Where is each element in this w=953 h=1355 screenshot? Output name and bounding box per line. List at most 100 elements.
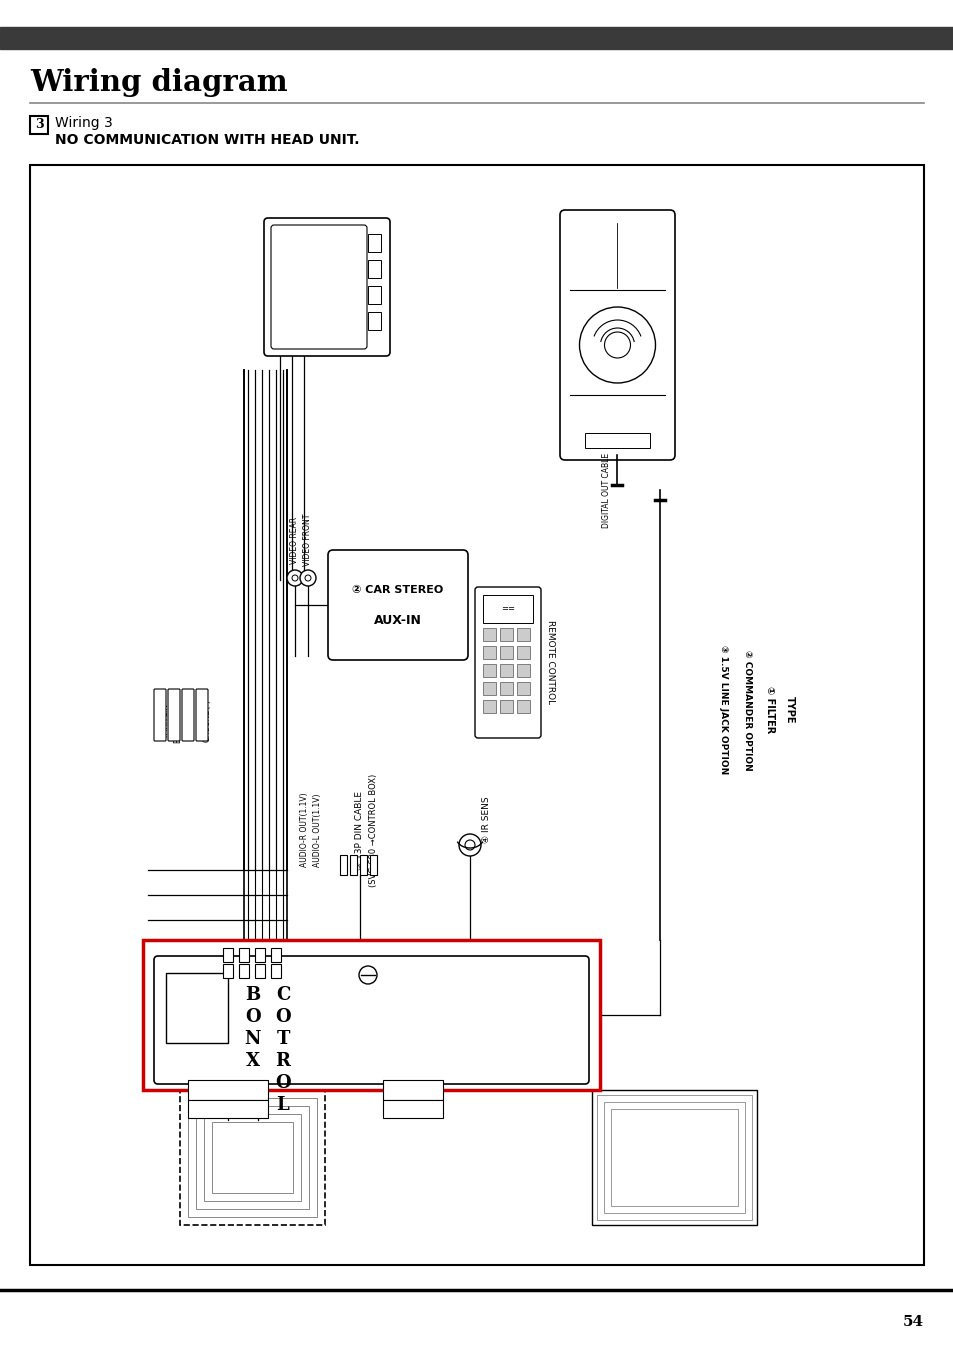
Bar [499, 682, 513, 695]
Bar [30, 117, 48, 134]
Bar [0, 27, 953, 49]
Circle shape [292, 575, 297, 581]
Text: T: T [276, 1030, 290, 1047]
Text: NO COMMUNICATION WITH HEAD UNIT.: NO COMMUNICATION WITH HEAD UNIT. [55, 133, 359, 146]
Bar [368, 234, 380, 252]
Text: Wiring 3: Wiring 3 [55, 117, 112, 130]
Text: L: L [276, 1096, 289, 1114]
Text: DIGITAL OUT CABLE: DIGITAL OUT CABLE [602, 453, 611, 527]
Text: ② COMMANDER OPTION: ② COMMANDER OPTION [742, 649, 752, 771]
Text: ③ 13P DIN CABLE: ③ 13P DIN CABLE [355, 790, 364, 870]
Bar [254, 948, 265, 962]
Bar [239, 948, 249, 962]
FancyBboxPatch shape [271, 225, 367, 350]
Text: 3: 3 [34, 118, 43, 131]
Bar [195, 1106, 309, 1209]
FancyBboxPatch shape [328, 550, 468, 660]
Bar [223, 963, 233, 978]
FancyBboxPatch shape [559, 210, 675, 459]
Text: BOX: BOX [203, 981, 213, 1004]
Circle shape [464, 840, 475, 850]
Bar [350, 855, 356, 875]
Circle shape [604, 332, 630, 358]
Bar [271, 963, 281, 978]
Bar [499, 627, 513, 641]
Text: N: N [245, 1030, 261, 1047]
Bar [597, 1095, 751, 1220]
Bar [370, 855, 376, 875]
Text: ④ IR SENS: ④ IR SENS [482, 797, 491, 843]
Bar [517, 664, 530, 678]
Text: O: O [274, 1008, 291, 1026]
Bar [212, 1122, 293, 1192]
Bar [482, 664, 496, 678]
Text: C: C [275, 986, 290, 1004]
Bar [592, 1089, 757, 1225]
Bar [204, 1114, 301, 1201]
FancyBboxPatch shape [168, 688, 180, 741]
Circle shape [287, 570, 303, 585]
Bar [517, 701, 530, 713]
Text: VIDEO FRONT: VIDEO FRONT [303, 514, 313, 566]
Bar [368, 286, 380, 304]
Text: ② CAR STEREO: ② CAR STEREO [352, 585, 443, 595]
FancyBboxPatch shape [264, 218, 390, 356]
Text: AUX-IN: AUX-IN [374, 614, 421, 626]
FancyBboxPatch shape [195, 688, 208, 741]
Bar [482, 627, 496, 641]
FancyBboxPatch shape [182, 688, 193, 741]
Bar [603, 1102, 744, 1213]
Circle shape [299, 570, 315, 585]
Bar [368, 312, 380, 331]
Text: BACK-UP B+: BACK-UP B+ [174, 696, 183, 744]
Text: GROUND(-): GROUND(-) [202, 698, 212, 741]
Circle shape [305, 575, 311, 581]
Bar [499, 701, 513, 713]
Text: ① FILTER: ① FILTER [764, 687, 774, 733]
Bar [482, 682, 496, 695]
Bar [499, 664, 513, 678]
Bar [482, 595, 533, 623]
Circle shape [578, 308, 655, 383]
Bar [368, 260, 380, 278]
Text: ③ 1.5V LINE JACK OPTION: ③ 1.5V LINE JACK OPTION [719, 645, 728, 775]
Text: AUDIO-R OUT(1.1V): AUDIO-R OUT(1.1V) [300, 793, 309, 867]
Bar [339, 855, 347, 875]
Text: Wiring diagram: Wiring diagram [30, 68, 287, 98]
Bar [499, 646, 513, 659]
Bar [188, 1100, 268, 1118]
Text: MONITOR
(REAR/FRONT): MONITOR (REAR/FRONT) [304, 248, 326, 327]
FancyBboxPatch shape [475, 587, 540, 738]
Text: O: O [245, 1008, 260, 1026]
Bar [517, 646, 530, 659]
Bar [239, 963, 249, 978]
Bar [223, 948, 233, 962]
Text: REMOTE CONTROL: REMOTE CONTROL [545, 621, 555, 705]
Bar [254, 963, 265, 978]
Bar [166, 973, 228, 1043]
Bar [517, 682, 530, 695]
Text: ACC B-: ACC B- [189, 707, 197, 733]
Text: (SVC-680 →CONTROL BOX): (SVC-680 →CONTROL BOX) [369, 774, 378, 886]
Text: PARK-LIN: PARK-LIN [160, 703, 170, 737]
Bar [382, 1100, 442, 1118]
Circle shape [458, 833, 480, 856]
Bar [610, 1108, 738, 1206]
Text: VIDEO REAR: VIDEO REAR [291, 516, 299, 564]
Text: 54: 54 [902, 1314, 923, 1329]
Text: O: O [274, 1075, 291, 1092]
Text: AUDIO-L OUT(1.1V): AUDIO-L OUT(1.1V) [314, 793, 322, 867]
Circle shape [358, 966, 376, 984]
Bar [482, 646, 496, 659]
Text: R: R [275, 1051, 291, 1070]
Bar [517, 627, 530, 641]
FancyBboxPatch shape [153, 957, 588, 1084]
Bar [180, 1089, 325, 1225]
Bar [359, 855, 367, 875]
Text: TYPE: TYPE [784, 696, 794, 724]
Bar [482, 701, 496, 713]
Bar [188, 1098, 316, 1217]
Text: B: B [245, 986, 260, 1004]
Text: ==: == [500, 604, 515, 614]
Bar [584, 434, 649, 449]
